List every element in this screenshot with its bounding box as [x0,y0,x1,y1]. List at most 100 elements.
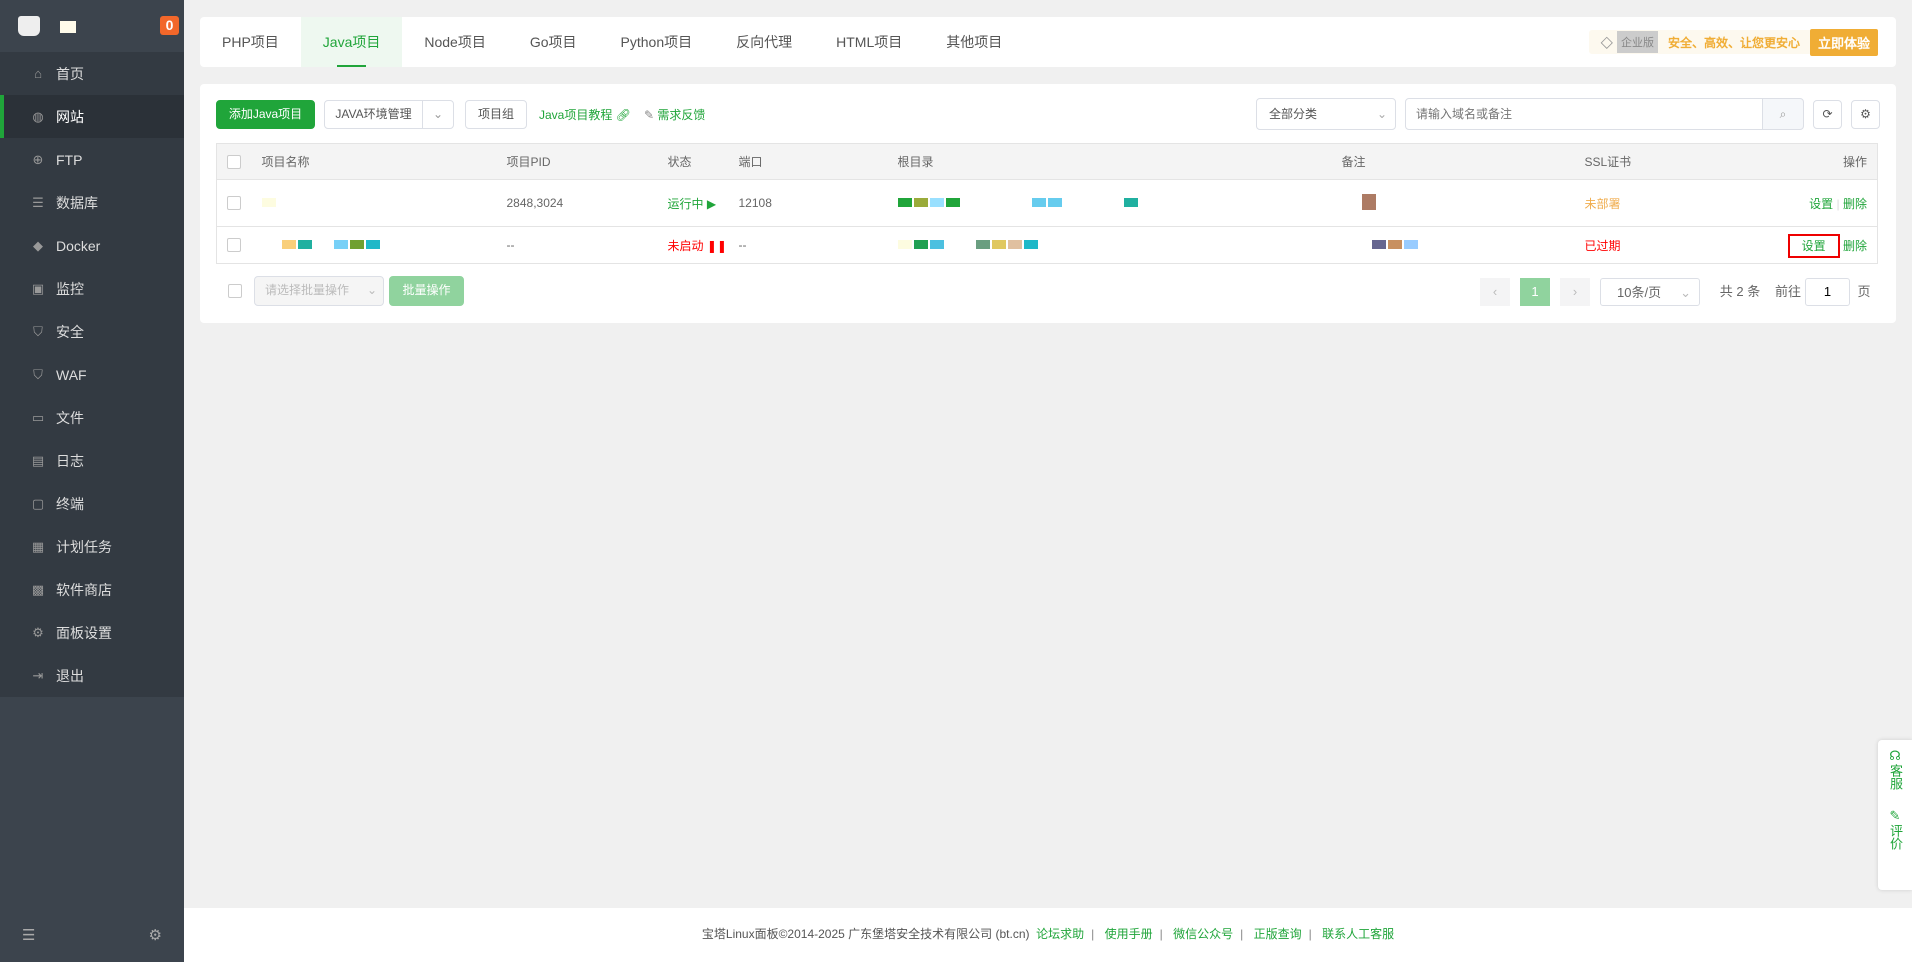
tab-3[interactable]: Go项目 [529,34,577,50]
project-name-redacted[interactable] [261,226,507,264]
sidebar-item-3[interactable]: ☰ 数据库 [0,181,184,224]
collapse-menu-icon[interactable]: ☰ [22,927,36,944]
batch-action-select[interactable]: 请选择批量操作 ⌄ [254,276,384,306]
ssl-status[interactable]: 未部署 [1584,179,1735,227]
add-java-project-button[interactable]: 添加Java项目 [216,100,315,129]
port: -- [738,226,898,264]
database-icon: ☰ [32,194,44,210]
port: 12108 [738,179,898,227]
java-tutorial-link[interactable]: Java项目教程 🔗︎ [539,106,631,123]
prev-page-button[interactable]: ‹ [1480,278,1510,306]
enterprise-banner[interactable]: ◇ 企业版 安全、高效、让您更安心 立即体验 [1588,28,1878,56]
edit-icon: ✎ [1889,808,1901,823]
footer-link-support[interactable]: 联系人工客服 [1322,927,1395,941]
server-name-redacted [60,21,76,33]
row-checkbox[interactable] [227,238,241,253]
customer-service-button[interactable]: ☊ 客服 [1878,748,1912,794]
ftp-icon: ⊕ [32,151,44,167]
search-input[interactable] [1405,98,1763,130]
settings-link[interactable]: 设置 [1787,233,1840,258]
sidebar-item-4[interactable]: ◆ Docker [0,224,184,267]
try-now-button[interactable]: 立即体验 [1809,28,1878,56]
ssl-status[interactable]: 已过期 [1584,226,1735,264]
tab-1[interactable]: Java项目 [300,17,403,67]
page-jump-input[interactable] [1805,278,1850,306]
status-stopped[interactable]: 未启动 ❚❚ [667,226,739,264]
status-label: 运行中 [667,196,704,211]
page-unit-label: 页 [1857,284,1871,299]
chevron-down-icon: ⌄ [1376,107,1387,121]
sidebar-item-12[interactable]: ▩ 软件商店 [0,568,184,611]
waf-icon: ⛉ [33,366,43,382]
footer-link-license[interactable]: 正版查询 [1253,927,1302,941]
chevron-down-icon[interactable]: ⌄ [422,100,454,129]
sidebar-item-6[interactable]: ⛉ 安全 [0,310,184,353]
row-checkbox[interactable] [227,196,241,211]
goto-label: 前往 [1774,284,1801,299]
select-all-checkbox[interactable] [227,154,241,169]
project-group-button[interactable]: 项目组 [465,100,527,129]
sidebar-footer: ☰ ⚙ [0,908,184,962]
status-running[interactable]: 运行中 ▶ [667,179,739,227]
logo-icon [18,16,40,36]
pid: 2848,3024 [506,179,668,227]
delete-link[interactable]: 删除 [1842,196,1867,211]
sidebar: 0 ⌂ 首页 ◍ 网站 ⊕ FTP ☰ 数据库 ◆ Docker ▣ 监控 ⛉ 安全 ⛉ WAF ▭ 文件 ▤ 日志 ▢… [0,0,184,962]
tab-2[interactable]: Node项目 [424,34,486,50]
sidebar-header: 0 [0,0,184,52]
tab-5[interactable]: 反向代理 [736,34,793,50]
refresh-icon[interactable]: ⟳ [1813,100,1842,129]
sidebar-item-label: FTP [56,151,83,168]
delete-link[interactable]: 删除 [1842,238,1867,253]
root-dir-redacted[interactable] [897,226,1342,264]
page-1-button[interactable]: 1 [1520,278,1550,306]
category-select[interactable]: 全部分类 ⌄ [1256,98,1396,130]
tab-6[interactable]: HTML项目 [836,34,903,50]
footer-link-manual[interactable]: 使用手册 [1104,927,1153,941]
log-icon: ▤ [31,452,45,468]
sidebar-item-8[interactable]: ▭ 文件 [0,396,184,439]
sidebar-item-9[interactable]: ▤ 日志 [0,439,184,482]
play-icon: ▶ [706,196,717,211]
settings-icon[interactable]: ⚙ [148,927,162,944]
remark-redacted[interactable] [1341,226,1585,264]
col-actions: 操作 [1734,143,1878,180]
sidebar-item-2[interactable]: ⊕ FTP [0,138,184,181]
tab-4[interactable]: Python项目 [620,34,693,50]
batch-placeholder: 请选择批量操作 [265,283,350,297]
tab-0[interactable]: PHP项目 [222,34,279,50]
sidebar-item-13[interactable]: ⚙ 面板设置 [0,611,184,654]
review-button[interactable]: ✎ 评价 [1878,808,1912,854]
search-icon[interactable]: ⌕ [1762,98,1804,130]
sidebar-item-label: 网站 [56,108,84,125]
footer-link-forum[interactable]: 论坛求助 [1036,927,1085,941]
column-settings-icon[interactable]: ⚙ [1851,100,1880,129]
sidebar-item-11[interactable]: ▦ 计划任务 [0,525,184,568]
sidebar-item-10[interactable]: ▢ 终端 [0,482,184,525]
root-dir-redacted[interactable] [897,179,1342,227]
feedback-link[interactable]: ✎ 需求反馈 [644,106,705,123]
sidebar-item-7[interactable]: ⛉ WAF [0,353,184,396]
sidebar-item-5[interactable]: ▣ 监控 [0,267,184,310]
table-row: -- 未启动 ❚❚ -- 已过期 设置 删除 [216,226,1878,264]
remark-redacted[interactable] [1341,179,1585,227]
sidebar-item-label: Docker [56,237,101,254]
tab-7[interactable]: 其他项目 [946,34,1003,50]
sidebar-item-14[interactable]: ⇥ 退出 [0,654,184,697]
page-size-value: 10条/页 [1617,285,1662,300]
sidebar-item-1[interactable]: ◍ 网站 [0,95,184,138]
sidebar-item-label: WAF [56,366,87,383]
batch-action-button[interactable]: 批量操作 [389,276,464,306]
status-label: 未启动 [667,238,704,253]
page-size-select[interactable]: 10条/页 ⌄ [1600,278,1700,306]
sidebar-item-0[interactable]: ⌂ 首页 [0,52,184,95]
footer-link-wechat[interactable]: 微信公众号 [1173,927,1234,941]
java-env-button[interactable]: JAVA环境管理 [324,100,423,129]
next-page-button[interactable]: › [1560,278,1590,306]
calendar-icon: ▦ [31,538,45,554]
notification-badge[interactable]: 0 [160,16,179,35]
project-name-redacted[interactable] [261,179,507,227]
sidebar-item-label: 首页 [56,65,84,82]
settings-link[interactable]: 设置 [1809,196,1834,211]
batch-select-checkbox[interactable] [228,284,242,298]
